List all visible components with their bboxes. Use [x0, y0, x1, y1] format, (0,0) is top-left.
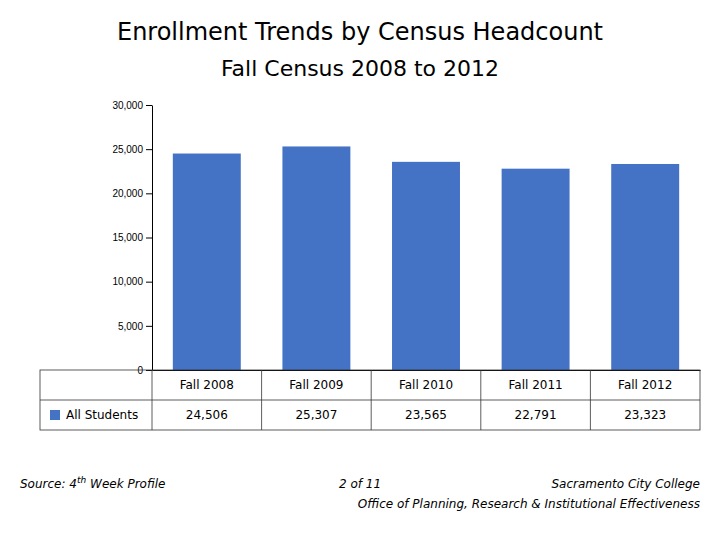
subtitle: Fall Census 2008 to 2012 — [221, 56, 499, 81]
table-value: 23,323 — [624, 408, 666, 422]
y-tick-label: 5,000 — [118, 321, 143, 332]
table-rule — [261, 370, 262, 430]
table-rule — [40, 400, 700, 401]
y-axis-line — [152, 106, 153, 371]
table-value: 24,506 — [186, 408, 228, 422]
y-tick-mark — [146, 149, 152, 150]
bar — [502, 169, 570, 370]
y-tick-mark — [146, 105, 152, 106]
bar — [392, 162, 460, 370]
y-axis: 05,00010,00015,00020,00025,00030,000 — [112, 100, 152, 376]
footer: Source: 4th Week Profile 2 of 11 Sacrament… — [20, 475, 700, 511]
table-header: Fall 2008 — [180, 378, 234, 392]
y-tick-label: 15,000 — [112, 232, 143, 243]
chart: Enrollment Trends by Census Headcount Fal… — [0, 0, 720, 540]
y-tick: 5,000 — [118, 321, 152, 332]
bar — [611, 164, 679, 370]
y-tick-label: 20,000 — [112, 188, 143, 199]
legend-label: All Students — [66, 408, 138, 422]
table-value: 25,307 — [295, 408, 337, 422]
y-tick-mark — [146, 282, 152, 283]
bar — [173, 154, 241, 370]
table-rule — [480, 370, 481, 430]
footer-text: Source: 4 — [20, 477, 77, 491]
data-table: Fall 2008 Fall 2009 Fall 2010 Fall 2011 Fall… — [40, 370, 700, 430]
footer-page: 2 of 11 — [339, 477, 381, 491]
y-tick-label: 25,000 — [112, 144, 143, 155]
table-header: Fall 2011 — [509, 378, 563, 392]
y-tick: 10,000 — [112, 276, 152, 287]
table-value: 22,791 — [515, 408, 557, 422]
bars — [173, 146, 679, 370]
footer-superscript: th — [77, 475, 87, 485]
table-rule — [590, 370, 591, 430]
y-tick-label: 30,000 — [112, 100, 143, 111]
footer-source: Source: 4th Week Profile — [20, 475, 165, 491]
table-rule — [371, 370, 372, 430]
footer-right: Sacramento City College — [552, 477, 701, 491]
table-header: Fall 2012 — [618, 378, 672, 392]
footer-text: Week Profile — [86, 477, 165, 491]
table-header: Fall 2010 — [399, 378, 453, 392]
y-tick: 30,000 — [112, 100, 152, 111]
y-tick-label: 10,000 — [112, 276, 143, 287]
bar — [282, 146, 350, 370]
table-rule — [152, 370, 153, 430]
y-tick: 15,000 — [112, 232, 152, 243]
legend-swatch — [50, 410, 60, 420]
y-tick: 20,000 — [112, 188, 152, 199]
y-tick: 25,000 — [112, 144, 152, 155]
table-header: Fall 2009 — [289, 378, 343, 392]
table-border — [40, 370, 700, 430]
y-tick-mark — [146, 238, 152, 239]
y-tick-mark — [146, 326, 152, 327]
table-value: 23,565 — [405, 408, 447, 422]
y-tick-mark — [146, 193, 152, 194]
title: Enrollment Trends by Census Headcount — [117, 18, 603, 46]
footer-right: Office of Planning, Research & Instituti… — [358, 497, 700, 511]
